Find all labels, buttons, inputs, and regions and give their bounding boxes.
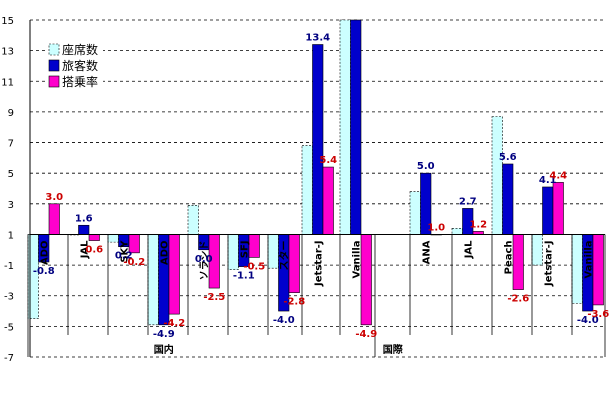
- y-tick-label: -5: [4, 322, 14, 333]
- y-tick-label: -3: [4, 292, 14, 303]
- data-label: -2.6: [507, 294, 529, 305]
- data-label: -4.0: [577, 315, 599, 326]
- bar: [542, 186, 554, 235]
- category-label: SKY: [120, 240, 131, 263]
- data-label: -4.0: [273, 315, 295, 326]
- data-label: -4.9: [355, 329, 377, 340]
- axes: [27, 20, 606, 357]
- data-label: 0.6: [85, 245, 103, 256]
- legend-label: 搭乗率: [62, 74, 98, 89]
- data-label: -3.6: [587, 309, 609, 320]
- data-label: -2.8: [283, 297, 305, 308]
- data-label: -0.5: [243, 261, 265, 272]
- category-label: SFJ: [240, 240, 251, 258]
- y-tick-label: 5: [8, 169, 14, 180]
- y-tick-label: 7: [8, 139, 14, 150]
- category-label: ソラシド: [199, 240, 211, 280]
- bar: [48, 203, 60, 235]
- data-label: 1.2: [469, 219, 487, 230]
- bar: [350, 19, 362, 235]
- data-label: 5.6: [499, 152, 517, 163]
- category-label: スター: [279, 240, 291, 270]
- data-label: 2.7: [459, 196, 477, 207]
- data-label: 0.0: [195, 254, 213, 265]
- bar: [571, 234, 583, 304]
- bar: [312, 44, 324, 235]
- data-label: 3.0: [45, 192, 63, 203]
- y-tick-label: 3: [8, 200, 14, 211]
- category-label: Jetstar-J: [544, 240, 555, 287]
- bar: [301, 145, 313, 235]
- data-label: -4.9: [153, 329, 175, 340]
- category-label: JAL: [464, 240, 475, 259]
- data-label: 0.2: [115, 251, 133, 262]
- y-tick-label: 13: [1, 47, 14, 58]
- category-label: ADO: [40, 240, 51, 265]
- legend-swatch: [48, 75, 60, 88]
- data-label: -1.1: [233, 271, 255, 282]
- data-label: 1.0: [427, 222, 445, 233]
- bar: [147, 234, 159, 326]
- bar: [339, 19, 351, 235]
- data-label: -0.2: [123, 257, 145, 268]
- group-label: 国際: [383, 343, 403, 356]
- data-label: 4.4: [549, 170, 567, 181]
- bar: [531, 234, 543, 266]
- category-label: Vanilla: [352, 240, 363, 278]
- category-label: ADO: [160, 240, 171, 265]
- y-tick-label: -1: [4, 261, 14, 272]
- legend-swatch: [48, 43, 60, 56]
- bar: [552, 182, 564, 235]
- data-label: 5.4: [319, 155, 337, 166]
- bar: [78, 224, 90, 235]
- data-label: -2.5: [203, 292, 225, 303]
- bar: [227, 234, 239, 270]
- data-label: -0.8: [33, 266, 55, 277]
- bar: [491, 116, 503, 235]
- bar: [451, 228, 463, 235]
- category-label: Jetstar-J: [314, 240, 325, 287]
- y-tick-label: 11: [1, 77, 14, 88]
- bar: [409, 191, 421, 235]
- bar: [502, 163, 514, 235]
- data-label: -4.2: [163, 318, 185, 329]
- bar: [107, 234, 119, 243]
- y-tick-label: 9: [8, 108, 14, 119]
- category-label: JAL: [80, 240, 91, 259]
- category-label: ANA: [422, 240, 433, 264]
- bar: [187, 205, 199, 235]
- data-label: 1.6: [75, 213, 93, 224]
- bar: [88, 234, 100, 241]
- legend-label: 旅客数: [62, 58, 98, 73]
- legend-swatch: [48, 59, 60, 72]
- group-label: 国内: [154, 343, 174, 356]
- bar: [267, 234, 279, 269]
- category-label: Peach: [504, 240, 515, 274]
- bar: [322, 166, 334, 235]
- data-label: 13.4: [305, 33, 330, 44]
- legend-label: 座席数: [62, 42, 98, 57]
- y-tick-label: 15: [1, 16, 14, 27]
- data-label: 5.0: [417, 161, 435, 172]
- data-label: 4.1: [539, 175, 557, 186]
- category-label: Vanilla: [584, 240, 595, 278]
- y-tick-label: -7: [4, 353, 14, 364]
- y-tick-label: 1: [8, 230, 14, 241]
